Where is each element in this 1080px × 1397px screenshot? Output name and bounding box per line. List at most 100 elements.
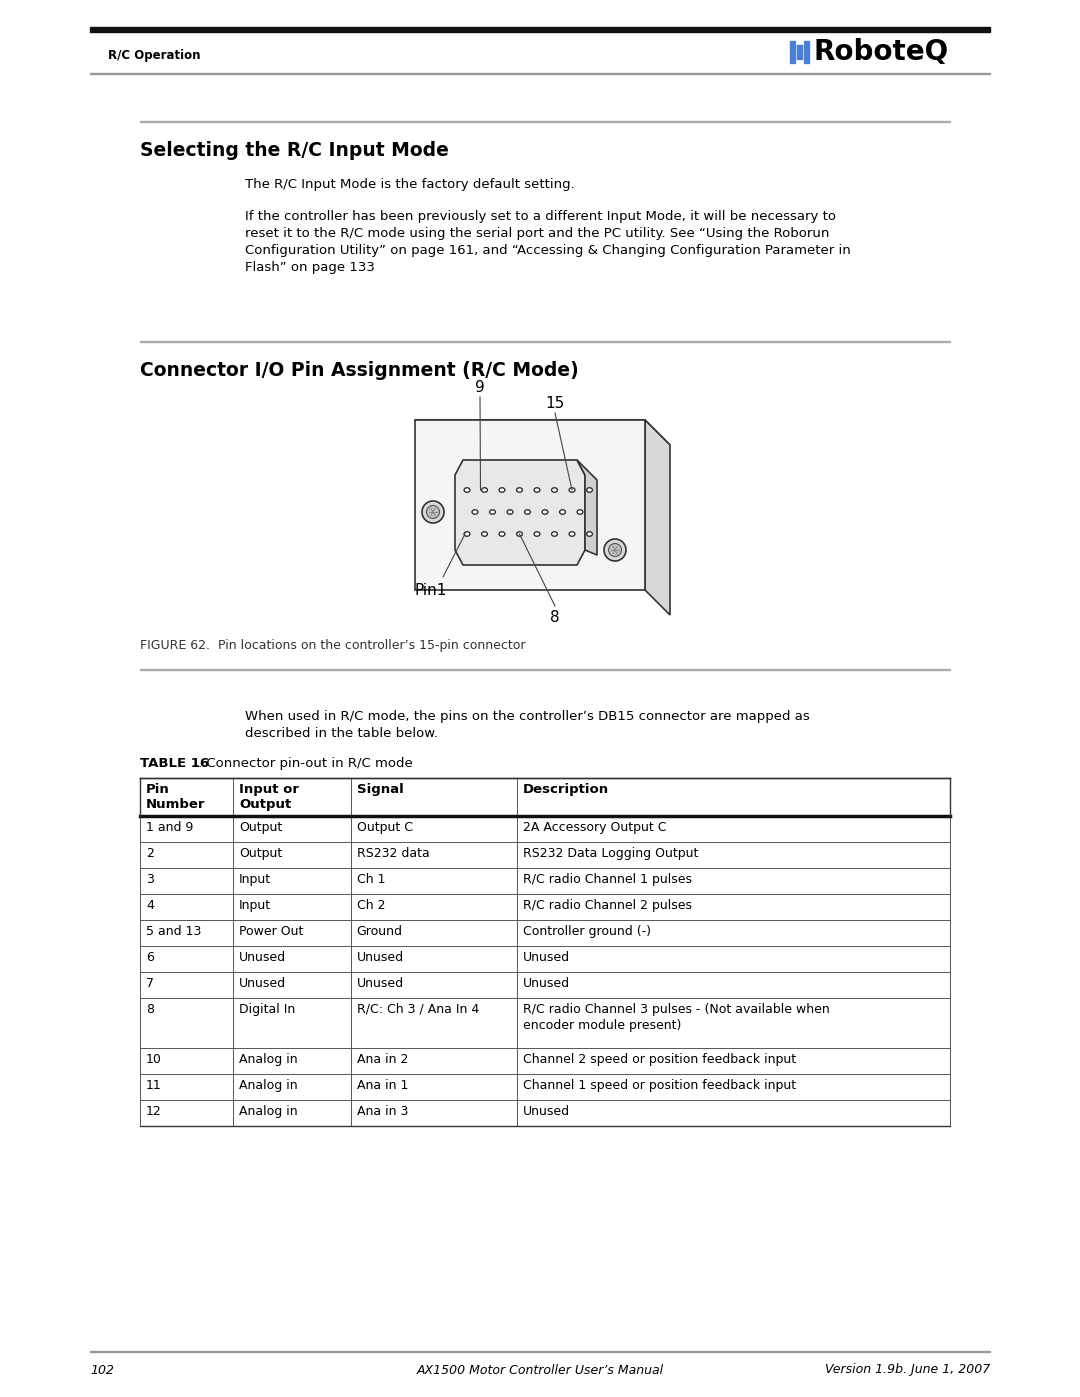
Text: Output: Output	[239, 847, 282, 861]
Bar	[140, 1074, 950, 1099]
Text: Flash” on page 133: Flash” on page 133	[245, 261, 375, 274]
Text: AX1500 Motor Controller User’s Manual: AX1500 Motor Controller User’s Manual	[417, 1363, 663, 1376]
Text: 4: 4	[146, 900, 153, 912]
Ellipse shape	[422, 502, 444, 522]
Text: 3: 3	[146, 873, 153, 886]
Ellipse shape	[472, 510, 478, 514]
Text: Pin1: Pin1	[415, 583, 447, 598]
Text: Ana in 3: Ana in 3	[356, 1105, 408, 1118]
Polygon shape	[415, 420, 645, 590]
Text: 8: 8	[550, 610, 559, 624]
Polygon shape	[577, 460, 597, 555]
Text: Digital In: Digital In	[239, 1003, 296, 1016]
Polygon shape	[415, 420, 670, 446]
Text: 1 and 9: 1 and 9	[146, 821, 193, 834]
Ellipse shape	[516, 488, 523, 492]
Text: Analog in: Analog in	[239, 1078, 298, 1092]
Text: 11: 11	[146, 1078, 162, 1092]
Text: Unused: Unused	[523, 951, 570, 964]
Text: Controller ground (-): Controller ground (-)	[523, 925, 650, 937]
Text: Analog in: Analog in	[239, 1105, 298, 1118]
Text: Unused: Unused	[239, 977, 286, 990]
Text: Unused: Unused	[356, 977, 404, 990]
Ellipse shape	[569, 488, 575, 492]
Text: Configuration Utility” on page 161, and “Accessing & Changing Configuration Para: Configuration Utility” on page 161, and …	[245, 244, 851, 257]
Text: The R/C Input Mode is the factory default setting.: The R/C Input Mode is the factory defaul…	[245, 177, 575, 191]
Text: Ground: Ground	[356, 925, 403, 937]
Text: 5 and 13: 5 and 13	[146, 925, 201, 937]
Text: Power Out: Power Out	[239, 925, 303, 937]
Text: R/C Operation: R/C Operation	[108, 49, 201, 63]
Ellipse shape	[542, 510, 548, 514]
Bar	[140, 778, 950, 816]
Text: Ch 1: Ch 1	[356, 873, 386, 886]
Text: Input: Input	[239, 873, 271, 886]
Text: reset it to the R/C mode using the serial port and the PC utility. See “Using th: reset it to the R/C mode using the seria…	[245, 226, 829, 240]
Text: Unused: Unused	[523, 1105, 570, 1118]
Bar	[789, 41, 795, 63]
Text: 7: 7	[146, 977, 154, 990]
Ellipse shape	[482, 488, 487, 492]
Text: Output C: Output C	[356, 821, 413, 834]
Text: Number: Number	[146, 798, 205, 812]
Text: 9: 9	[475, 380, 485, 395]
Text: When used in R/C mode, the pins on the controller’s DB15 connector are mapped as: When used in R/C mode, the pins on the c…	[245, 710, 810, 724]
Text: Channel 2 speed or position feedback input: Channel 2 speed or position feedback inp…	[523, 1053, 796, 1066]
Bar	[804, 41, 809, 63]
Ellipse shape	[535, 532, 540, 536]
Text: R/C radio Channel 1 pulses: R/C radio Channel 1 pulses	[523, 873, 691, 886]
Text: R/C radio Channel 2 pulses: R/C radio Channel 2 pulses	[523, 900, 691, 912]
Text: Input: Input	[239, 900, 271, 912]
Bar	[140, 816, 950, 842]
Ellipse shape	[552, 488, 557, 492]
Ellipse shape	[482, 532, 487, 536]
Ellipse shape	[525, 510, 530, 514]
Text: Ch 2: Ch 2	[356, 900, 386, 912]
Text: RS232 data: RS232 data	[356, 847, 430, 861]
Text: Description: Description	[523, 782, 609, 796]
Ellipse shape	[499, 488, 505, 492]
Text: If the controller has been previously set to a different Input Mode, it will be : If the controller has been previously se…	[245, 210, 836, 224]
Text: Version 1.9b. June 1, 2007: Version 1.9b. June 1, 2007	[825, 1363, 990, 1376]
Ellipse shape	[508, 510, 513, 514]
Text: Channel 1 speed or position feedback input: Channel 1 speed or position feedback inp…	[523, 1078, 796, 1092]
Text: Pin: Pin	[146, 782, 170, 796]
Bar	[140, 1099, 950, 1126]
Text: 8: 8	[146, 1003, 154, 1016]
Text: 12: 12	[146, 1105, 162, 1118]
Text: described in the table below.: described in the table below.	[245, 726, 438, 740]
Ellipse shape	[604, 539, 626, 562]
Text: 15: 15	[545, 395, 565, 411]
Ellipse shape	[577, 510, 583, 514]
Text: Ana in 1: Ana in 1	[356, 1078, 408, 1092]
Bar	[140, 972, 950, 997]
Ellipse shape	[559, 510, 566, 514]
Bar	[140, 842, 950, 868]
Text: 2: 2	[146, 847, 153, 861]
Ellipse shape	[569, 532, 575, 536]
Ellipse shape	[427, 506, 440, 518]
Text: 102: 102	[90, 1363, 114, 1376]
Text: Output: Output	[239, 821, 282, 834]
Text: 2A Accessory Output C: 2A Accessory Output C	[523, 821, 666, 834]
Text: Signal: Signal	[356, 782, 403, 796]
Text: Unused: Unused	[523, 977, 570, 990]
Text: RS232 Data Logging Output: RS232 Data Logging Output	[523, 847, 698, 861]
Ellipse shape	[586, 488, 593, 492]
Ellipse shape	[464, 488, 470, 492]
Text: FIGURE 62.  Pin locations on the controller’s 15-pin connector: FIGURE 62. Pin locations on the controll…	[140, 638, 526, 652]
Text: R/C radio Channel 3 pulses - (Not available when: R/C radio Channel 3 pulses - (Not availa…	[523, 1003, 829, 1016]
Text: 6: 6	[146, 951, 153, 964]
Text: . Connector pin-out in R/C mode: . Connector pin-out in R/C mode	[198, 757, 413, 770]
Bar	[90, 27, 990, 32]
Text: Output: Output	[239, 798, 292, 812]
Text: Unused: Unused	[239, 951, 286, 964]
Ellipse shape	[608, 543, 621, 556]
Bar	[140, 1048, 950, 1074]
Bar	[140, 868, 950, 894]
Ellipse shape	[516, 532, 523, 536]
Bar	[140, 946, 950, 972]
Text: 10: 10	[146, 1053, 162, 1066]
Polygon shape	[455, 460, 585, 564]
Text: R/C: Ch 3 / Ana In 4: R/C: Ch 3 / Ana In 4	[356, 1003, 478, 1016]
